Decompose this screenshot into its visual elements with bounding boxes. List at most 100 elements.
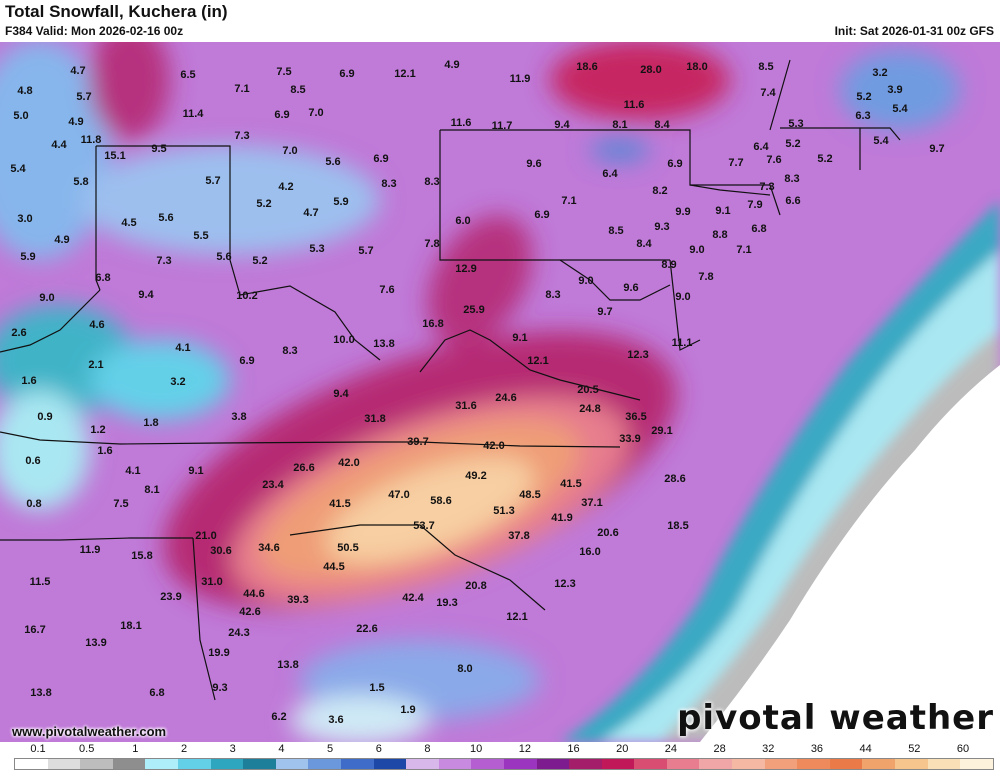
legend-label: 24 xyxy=(664,743,678,755)
snowfall-value-label: 42.6 xyxy=(239,606,260,618)
snowfall-value-label: 7.0 xyxy=(308,107,323,119)
snowfall-value-label: 11.8 xyxy=(81,134,102,146)
snowfall-value-label: 8.5 xyxy=(290,84,305,96)
snowfall-value-label: 8.5 xyxy=(608,225,623,237)
snowfall-value-label: 5.3 xyxy=(788,118,803,130)
legend-swatch xyxy=(373,759,407,769)
snowfall-value-label: 16.8 xyxy=(422,318,443,330)
snowfall-value-label: 28.6 xyxy=(664,473,685,485)
snowfall-value-label: 8.3 xyxy=(424,176,439,188)
snowfall-value-label: 2.6 xyxy=(11,327,26,339)
snowfall-value-label: 5.2 xyxy=(785,138,800,150)
snowfall-value-label: 5.4 xyxy=(892,103,908,115)
snowfall-value-label: 21.0 xyxy=(195,530,216,542)
snowfall-value-label: 11.5 xyxy=(30,576,51,588)
snowfall-value-label: 28.0 xyxy=(640,64,661,76)
snowfall-value-label: 23.9 xyxy=(160,591,181,603)
snowfall-value-label: 5.4 xyxy=(10,163,26,175)
snowfall-value-label: 18.1 xyxy=(120,620,141,632)
snowfall-map[interactable]: 4.7 6.5 7.5 6.9 12.1 4.9 11.9 18.6 28.0 18.0 8.5 3.… xyxy=(0,42,1000,742)
legend-swatch xyxy=(340,759,374,769)
legend-swatch xyxy=(797,759,830,769)
snowfall-value-label: 7.1 xyxy=(234,83,249,95)
snowfall-value-label: 3.2 xyxy=(872,67,887,79)
snowfall-value-label: 16.7 xyxy=(24,624,45,636)
snowfall-value-label: 3.8 xyxy=(231,411,246,423)
snowfall-value-label: 1.6 xyxy=(97,445,112,457)
snowfall-value-label: 41.5 xyxy=(560,478,581,490)
legend-label: 16 xyxy=(567,743,580,755)
snowfall-value-label: 4.6 xyxy=(89,319,104,331)
snowfall-value-label: 9.9 xyxy=(675,206,690,218)
snowfall-value-label: 9.1 xyxy=(715,205,730,217)
snowfall-value-label: 8.4 xyxy=(636,238,652,250)
snowfall-value-label: 37.8 xyxy=(508,530,529,542)
snowfall-value-label: 36.5 xyxy=(625,411,646,423)
legend-swatch xyxy=(471,759,504,769)
snowfall-value-label: 8.4 xyxy=(654,119,670,131)
legend-swatch xyxy=(862,759,896,769)
legend-swatch xyxy=(960,759,993,769)
ocean xyxy=(700,340,1000,742)
snowfall-value-label: 7.1 xyxy=(561,195,576,207)
color-legend: 0.1 0.5 1 2 3 4 5 6 8 10 12 16 20 24 28 32 36 44 52 60 xyxy=(0,742,1000,772)
snowfall-value-label: 9.0 xyxy=(689,244,704,256)
snowfall-value-label: 11.6 xyxy=(624,99,645,111)
snowfall-value-label: 6.0 xyxy=(455,215,470,227)
snowfall-value-label: 44.6 xyxy=(243,588,264,600)
snowfall-value-label: 4.8 xyxy=(17,85,32,97)
legend-label: 0.1 xyxy=(30,743,46,755)
snowfall-value-label: 6.3 xyxy=(855,110,870,122)
snowfall-value-label: 7.3 xyxy=(234,130,249,142)
site-url: www.pivotalweather.com xyxy=(12,724,167,739)
snowfall-shading xyxy=(0,42,960,742)
snowfall-value-label: 15.8 xyxy=(131,550,152,562)
legend-label: 10 xyxy=(470,743,483,755)
snowfall-value-label: 10.2 xyxy=(236,290,257,302)
snowfall-value-label: 31.8 xyxy=(364,413,385,425)
snowfall-value-label: 8.3 xyxy=(545,289,560,301)
snowfall-value-label: 3.0 xyxy=(17,213,32,225)
snowfall-value-label: 33.9 xyxy=(619,433,640,445)
snowfall-value-label: 0.6 xyxy=(25,455,40,467)
snowfall-value-label: 2.1 xyxy=(88,359,103,371)
snowfall-value-label: 5.7 xyxy=(76,91,91,103)
snowfall-value-label: 8.1 xyxy=(144,484,159,496)
snowfall-value-label: 5.2 xyxy=(817,153,832,165)
snowfall-value-label: 9.3 xyxy=(654,221,669,233)
init-time: Init: Sat 2026-01-31 00z GFS xyxy=(834,24,994,38)
snowfall-value-label: 20.5 xyxy=(577,384,598,396)
snowfall-value-label: 4.7 xyxy=(303,207,318,219)
snowfall-value-label: 9.1 xyxy=(512,332,527,344)
snowfall-value-label: 4.9 xyxy=(68,116,83,128)
snowfall-value-label: 1.5 xyxy=(369,682,384,694)
legend-label: 3 xyxy=(229,743,236,755)
snowfall-value-label: 3.9 xyxy=(887,84,902,96)
snowfall-value-label: 11.9 xyxy=(510,73,531,85)
snowfall-value-label: 6.4 xyxy=(753,141,769,153)
snowfall-value-label: 37.1 xyxy=(581,497,602,509)
snowfall-value-label: 8.1 xyxy=(612,119,627,131)
snowfall-value-label: 4.2 xyxy=(278,181,293,193)
snowfall-value-label: 0.9 xyxy=(37,411,52,423)
snowfall-value-label: 8.8 xyxy=(712,229,727,241)
snowfall-value-label: 5.3 xyxy=(309,243,324,255)
snowfall-map-canvas[interactable]: 4.7 6.5 7.5 6.9 12.1 4.9 11.9 18.6 28.0 18.0 8.5 3.… xyxy=(0,42,1000,742)
snowfall-value-label: 18.0 xyxy=(686,61,707,73)
snowfall-value-label: 41.9 xyxy=(551,512,572,524)
snowfall-value-label: 23.4 xyxy=(262,479,284,491)
snowfall-value-label: 5.9 xyxy=(20,251,35,263)
snowfall-value-label: 12.1 xyxy=(506,611,527,623)
snowfall-value-label: 5.4 xyxy=(873,135,889,147)
snowfall-value-label: 0.8 xyxy=(26,498,41,510)
legend-swatch xyxy=(764,759,798,769)
legend-label: 36 xyxy=(810,743,824,755)
snowfall-value-label: 5.2 xyxy=(252,255,267,267)
snowfall-value-label: 5.6 xyxy=(216,251,231,263)
snowfall-value-label: 7.0 xyxy=(282,145,297,157)
legend-label: 32 xyxy=(762,743,775,755)
snowfall-value-label: 4.1 xyxy=(125,465,140,477)
snowfall-value-label: 29.1 xyxy=(651,425,672,437)
state-borders xyxy=(0,59,901,701)
snowfall-value-label: 7.6 xyxy=(766,154,781,166)
